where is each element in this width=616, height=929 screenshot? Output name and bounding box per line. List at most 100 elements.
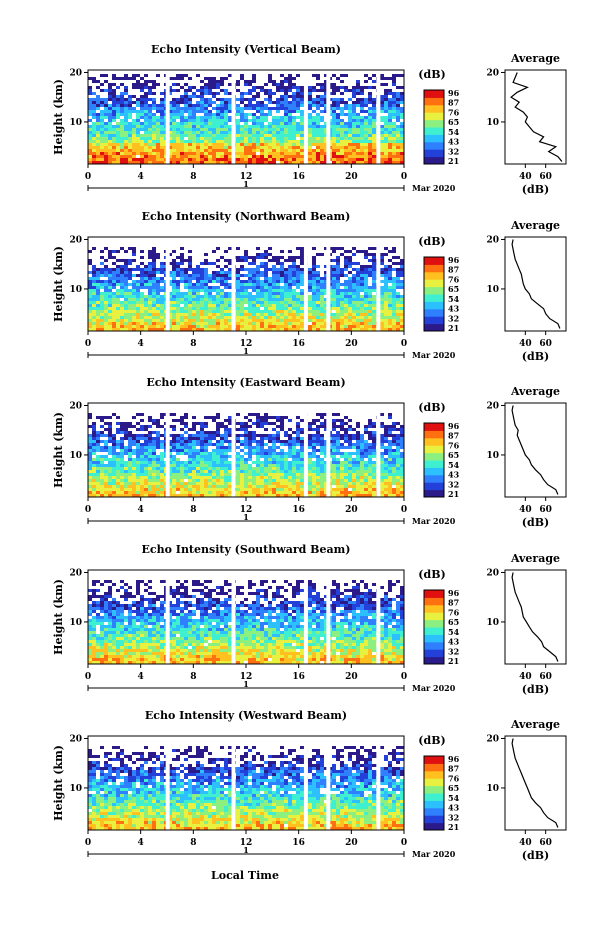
heatmap-cell	[144, 482, 148, 485]
heatmap-cell	[276, 322, 280, 325]
heatmap-cell	[288, 101, 292, 104]
heatmap-cell	[220, 274, 224, 277]
heatmap-cell	[204, 161, 208, 164]
heatmap-cell	[192, 319, 196, 322]
heatmap-cell	[148, 482, 152, 485]
heatmap-cell	[364, 286, 368, 289]
heatmap-cell	[348, 131, 352, 134]
heatmap-cell	[196, 128, 200, 131]
heatmap-cell	[344, 86, 348, 89]
heatmap-cell	[280, 304, 284, 307]
heatmap-cell	[180, 295, 184, 298]
heatmap-cell	[380, 155, 384, 158]
heatmap-cell	[244, 307, 248, 310]
heatmap-cell	[180, 307, 184, 310]
heatmap-cell	[92, 98, 96, 101]
heatmap-cell	[336, 143, 340, 146]
heatmap-cell	[148, 304, 152, 307]
heatmap-cell	[320, 479, 324, 482]
heatmap-cell	[248, 113, 252, 116]
heatmap-cell	[320, 155, 324, 158]
heatmap-cell	[180, 467, 184, 470]
heatmap-cell	[192, 461, 196, 464]
heatmap-cell	[228, 119, 232, 122]
heatmap-cell	[92, 458, 96, 461]
heatmap-cell	[352, 458, 356, 461]
heatmap-cell	[312, 104, 316, 107]
heatmap-cell	[156, 149, 160, 152]
heatmap-cell	[320, 128, 324, 131]
heatmap-cell	[320, 116, 324, 119]
heatmap-cell	[144, 298, 148, 301]
heatmap-cell	[236, 149, 240, 152]
heatmap-cell	[148, 256, 152, 259]
heatmap-cell	[152, 152, 156, 155]
heatmap-cell	[224, 128, 228, 131]
heatmap-cell	[260, 491, 264, 494]
heatmap-cell	[200, 137, 204, 140]
heatmap-cell	[136, 86, 140, 89]
heatmap-cell	[248, 104, 252, 107]
heatmap-cell	[348, 98, 352, 101]
heatmap-cell	[316, 149, 320, 152]
x-tick-label: 12	[240, 172, 253, 182]
heatmap-cell	[96, 274, 100, 277]
heatmap-cell	[268, 491, 272, 494]
heatmap-cell	[96, 119, 100, 122]
heatmap-cell	[332, 265, 336, 268]
heatmap-cell	[104, 101, 108, 104]
heatmap-cell	[324, 280, 328, 283]
heatmap-cell	[172, 313, 176, 316]
heatmap-cell	[332, 461, 336, 464]
heatmap-cell	[124, 298, 128, 301]
heatmap-cell	[264, 470, 268, 473]
heatmap-cell	[200, 485, 204, 488]
heatmap-cell	[148, 134, 152, 137]
colorbar-segment	[424, 323, 444, 332]
heatmap-cell	[268, 292, 272, 295]
heatmap-cell	[392, 316, 396, 319]
heatmap-cell	[100, 116, 104, 119]
heatmap-cell	[128, 470, 132, 473]
heatmap-cell	[224, 295, 228, 298]
heatmap-cell	[296, 470, 300, 473]
heatmap-cell	[292, 301, 296, 304]
heatmap-cell	[208, 322, 212, 325]
heatmap-cell	[96, 122, 100, 125]
heatmap-cell	[380, 140, 384, 143]
heatmap-cell	[200, 146, 204, 149]
heatmap-cell	[108, 494, 112, 497]
heatmap-cell	[348, 155, 352, 158]
heatmap-cell	[284, 143, 288, 146]
heatmap-cell	[316, 304, 320, 307]
heatmap-cell	[92, 143, 96, 146]
heatmap-cell	[252, 470, 256, 473]
heatmap-cell	[308, 268, 312, 271]
heatmap-cell	[332, 313, 336, 316]
heatmap-cell	[264, 286, 268, 289]
heatmap-cell	[148, 458, 152, 461]
heatmap-cell	[256, 464, 260, 467]
heatmap-cell	[384, 119, 388, 122]
heatmap-cell	[96, 295, 100, 298]
heatmap-cell	[168, 158, 172, 161]
heatmap-cell	[172, 479, 176, 482]
heatmap-cell	[116, 325, 120, 328]
heatmap-cell	[268, 149, 272, 152]
heatmap-cell	[148, 98, 152, 101]
heatmap-cell	[252, 268, 256, 271]
heatmap-cell	[252, 322, 256, 325]
heatmap-cell	[344, 256, 348, 259]
heatmap-cell	[132, 482, 136, 485]
heatmap-cell	[208, 286, 212, 289]
heatmap-cell	[228, 74, 232, 77]
heatmap-cell	[256, 253, 260, 256]
heatmap-cell	[288, 149, 292, 152]
heatmap-cell	[280, 479, 284, 482]
heatmap-cell	[312, 295, 316, 298]
heatmap-cell	[396, 295, 400, 298]
heatmap-cell	[344, 316, 348, 319]
heatmap-cell	[216, 125, 220, 128]
heatmap-cell	[312, 274, 316, 277]
heatmap-cell	[204, 155, 208, 158]
